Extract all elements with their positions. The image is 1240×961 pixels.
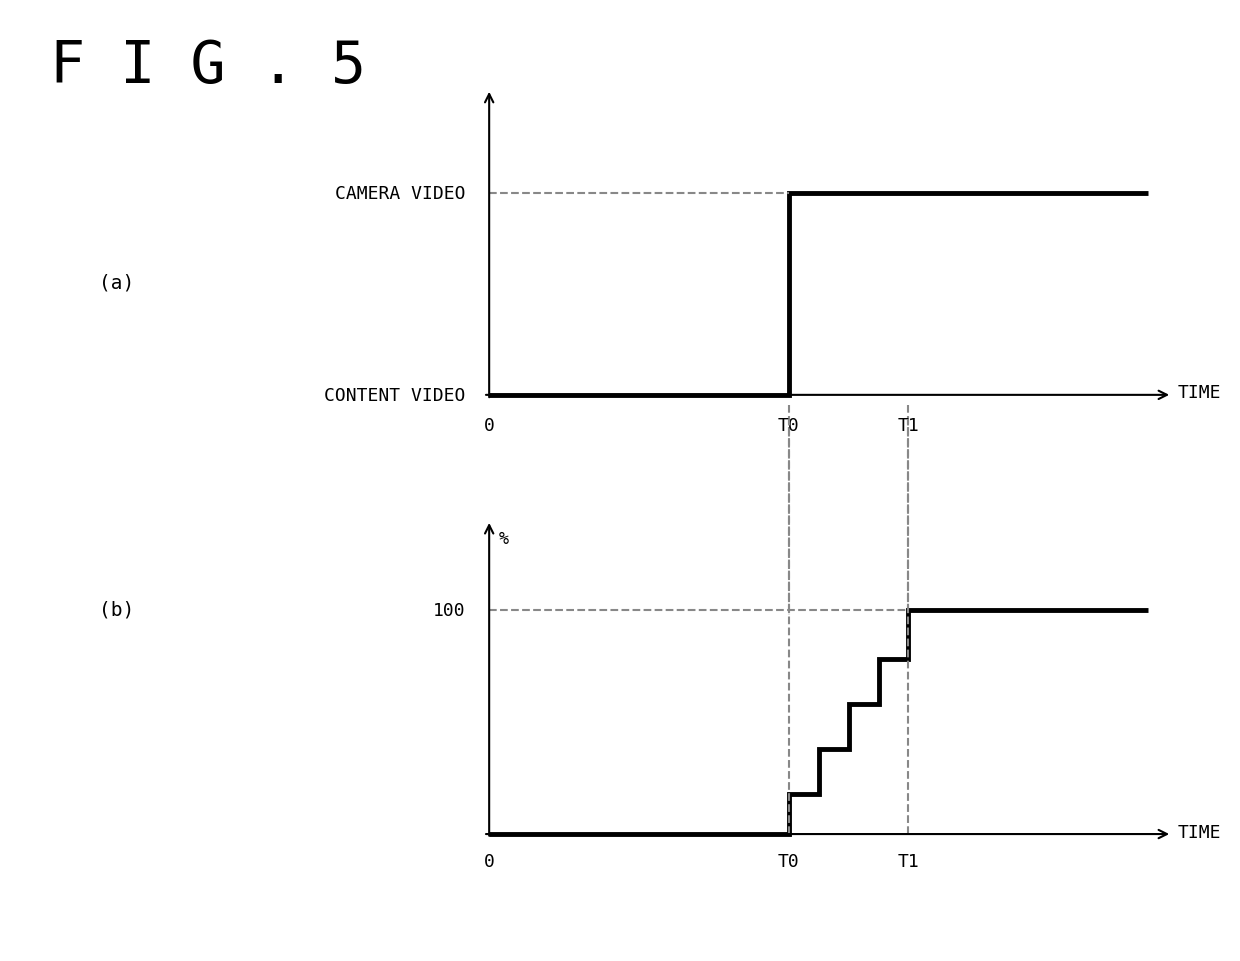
Text: T0: T0 xyxy=(777,852,800,870)
Text: TIME: TIME xyxy=(1178,383,1221,402)
Text: TIME: TIME xyxy=(1178,823,1221,841)
Text: T1: T1 xyxy=(898,416,919,434)
Text: 100: 100 xyxy=(433,602,465,619)
Text: 0: 0 xyxy=(484,852,495,870)
Text: %: % xyxy=(500,530,510,548)
Text: F I G . 5: F I G . 5 xyxy=(50,38,366,95)
Text: 0: 0 xyxy=(484,416,495,434)
Text: T0: T0 xyxy=(777,416,800,434)
Text: T1: T1 xyxy=(898,852,919,870)
Text: (a): (a) xyxy=(99,273,134,292)
Text: (b): (b) xyxy=(99,600,134,619)
Text: CONTENT VIDEO: CONTENT VIDEO xyxy=(324,386,465,405)
Text: CAMERA VIDEO: CAMERA VIDEO xyxy=(335,185,465,203)
